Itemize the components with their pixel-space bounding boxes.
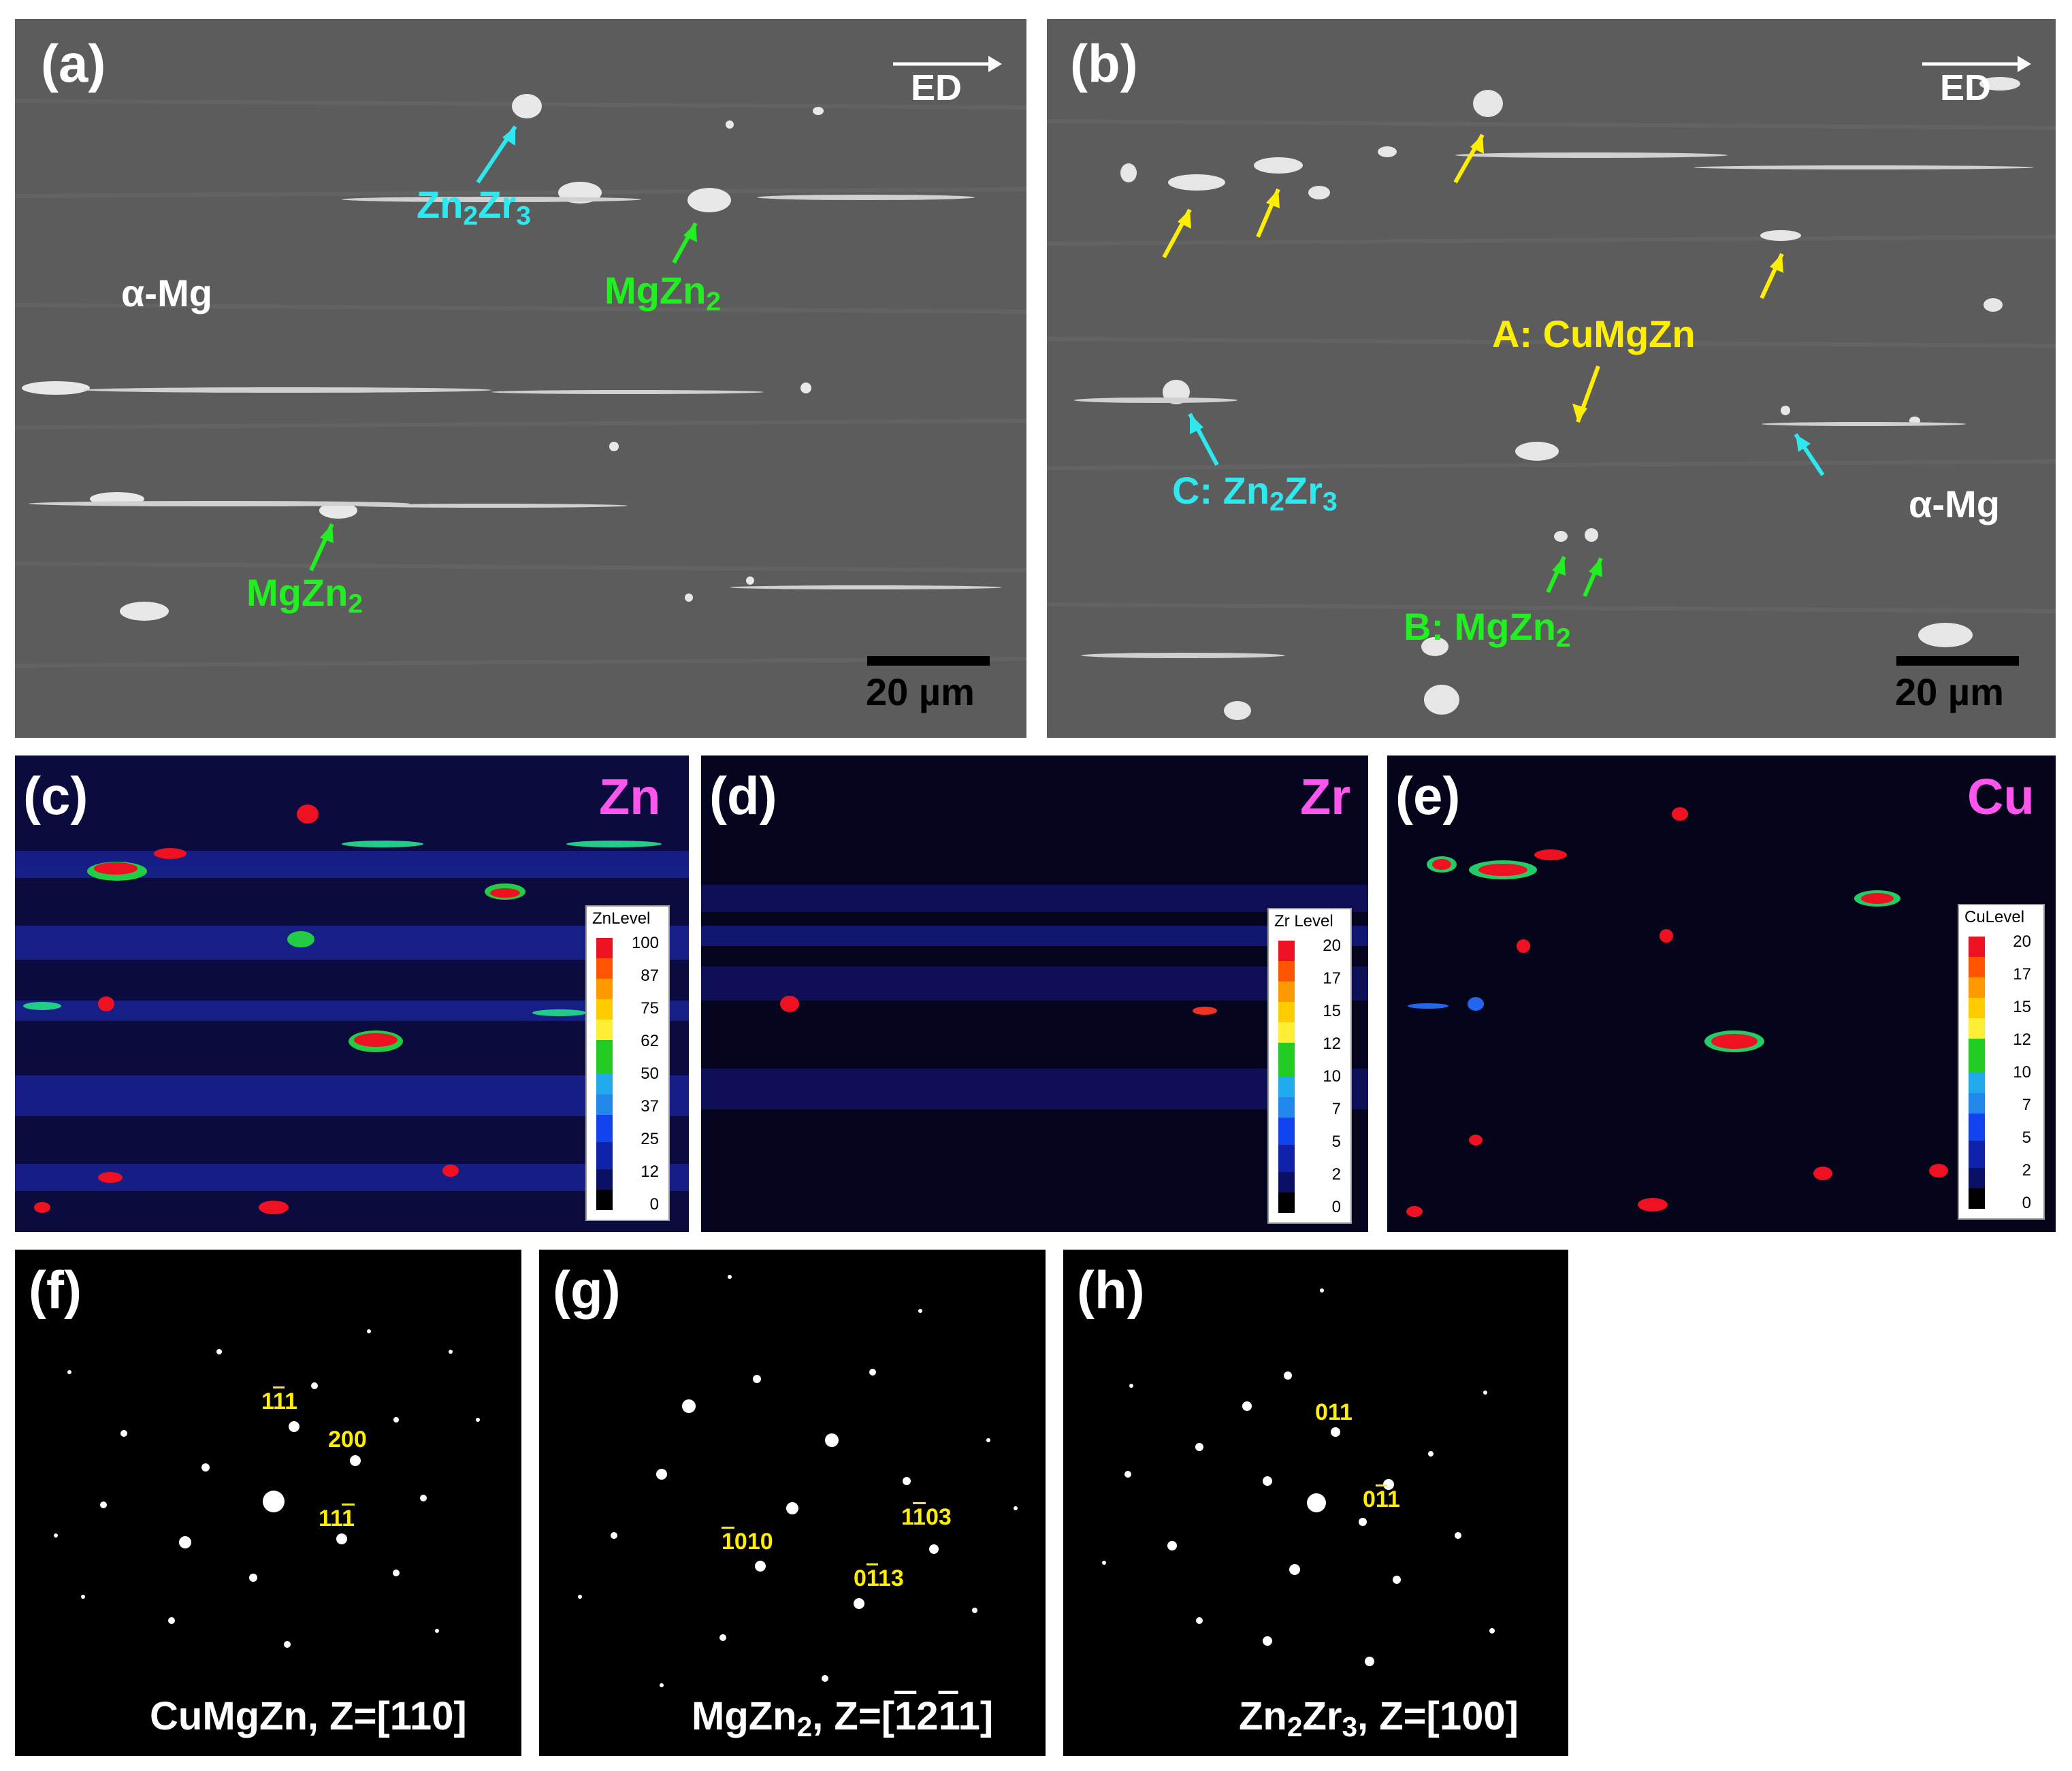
zone-axis-caption-f: CuMgZn, Z=[110]: [150, 1694, 467, 1738]
scale-bar-b: [1896, 656, 2019, 666]
phase-label-cumgzn: A: CuMgZn: [1492, 312, 1696, 355]
zone-axis-caption-h: Zn2Zr3, Z=[100]: [1239, 1694, 1519, 1743]
panel-label-b: (b): [1070, 33, 1138, 93]
panel-g-diffraction: (g) 1103 1010 0113 MgZn2, Z=[1211]: [539, 1250, 1046, 1756]
panel-label-c: (c): [23, 766, 88, 826]
phase-label-mgzn2-lower: MgZn2: [246, 571, 363, 619]
legend-color-ramp: [596, 938, 613, 1210]
color-scale-legend-cu: CuLevel 20 17 15 12 10 7 5 2 0: [1958, 904, 2045, 1220]
miller-index-1-1bar-1: 111: [261, 1388, 298, 1414]
eds-map-zn: [15, 805, 689, 1214]
sem-micrograph-a: [15, 94, 1026, 668]
element-label-zr: Zr: [1300, 768, 1350, 825]
annotation-arrows-a: [309, 125, 698, 572]
panel-label-f: (f): [29, 1260, 82, 1320]
sem-micrograph-b: [1047, 77, 2056, 720]
ed-arrow-icon: [893, 56, 1002, 72]
element-label-zn: Zn: [599, 768, 661, 825]
miller-index-011: 011: [1315, 1399, 1353, 1425]
miller-index-200: 200: [328, 1427, 367, 1452]
legend-color-ramp: [1969, 937, 1985, 1209]
ed-arrow-icon: [1922, 56, 2031, 72]
diffraction-pattern-f: [54, 1329, 480, 1648]
legend-color-ramp: [1278, 941, 1295, 1213]
legend-title-zn: ZnLevel: [592, 909, 651, 928]
phase-label-zn2zr3: C: Zn2Zr3: [1172, 469, 1338, 517]
panel-f-diffraction: (f) 111 200 111 CuMgZn, Z=[110]: [15, 1250, 521, 1756]
panel-label-g: (g): [553, 1260, 621, 1320]
panel-d-zr-map: (d) Zr Zr Level 20 17 15 12 10 7 5 2 0: [701, 755, 1368, 1232]
matrix-label-alpha-mg: α-Mg: [121, 272, 212, 314]
miller-index-0-1bar-1: 011: [1363, 1486, 1400, 1512]
phase-label-mgzn2: B: MgZn2: [1404, 605, 1571, 653]
panel-b-sem-image: (b) ED α-Mg A: CuMgZn C: Zn2Zr3 B: MgZn2…: [1047, 19, 2056, 738]
annotation-arrows-b: [1162, 133, 1825, 598]
miller-index-0-1bar-13: 0113: [854, 1565, 904, 1591]
panel-label-h: (h): [1077, 1260, 1145, 1320]
zone-axis-caption-g: MgZn2, Z=[1211]: [692, 1694, 994, 1743]
color-scale-legend-zr: Zr Level 20 17 15 12 10 7 5 2 0: [1267, 908, 1352, 1224]
scale-bar-a: [867, 656, 990, 666]
direction-label-ed: ED: [1940, 67, 1992, 108]
panel-e-cu-map: (e) Cu CuLevel 20 17 15 12 10 7 5 2 0: [1387, 755, 2056, 1232]
diffraction-pattern-h: [1102, 1288, 1495, 1728]
phase-label-zn2zr3: Zn2Zr3: [417, 183, 532, 231]
panel-label-e: (e): [1395, 766, 1461, 826]
color-scale-legend-zn: ZnLevel 100 87 75 62 50 37 25 12 0: [585, 905, 670, 1221]
diffraction-pattern-g: [578, 1275, 1018, 1687]
miller-index-1bar-010: 1010: [722, 1529, 773, 1555]
eds-map-zr: [701, 885, 1368, 1109]
panel-h-diffraction: (h) 011 011 Zn2Zr3, Z=[100]: [1063, 1250, 1568, 1756]
panel-label-d: (d): [709, 766, 777, 826]
eds-map-cu: [1406, 807, 1948, 1217]
phase-label-mgzn2-upper: MgZn2: [604, 269, 722, 316]
panel-label-a: (a): [41, 33, 106, 93]
panel-c-zn-map: (c) Zn ZnLevel 100 87 75 62 50 37 25 12 …: [15, 755, 689, 1232]
legend-title-zr: Zr Level: [1274, 912, 1333, 930]
scale-bar-label-b: 20 µm: [1895, 670, 2004, 713]
direction-label-ed: ED: [911, 67, 962, 108]
miller-index-1-1bar-03: 1103: [901, 1504, 952, 1530]
element-label-cu: Cu: [1967, 768, 2035, 825]
scale-bar-label-a: 20 µm: [866, 670, 975, 713]
matrix-label-alpha-mg: α-Mg: [1909, 483, 2000, 525]
miller-index-1-1-1bar: 111: [319, 1506, 355, 1531]
legend-title-cu: CuLevel: [1964, 908, 2025, 926]
panel-a-sem-image: (a) ED α-Mg Zn2Zr3 MgZn2 MgZn2 20 µm: [15, 19, 1026, 738]
